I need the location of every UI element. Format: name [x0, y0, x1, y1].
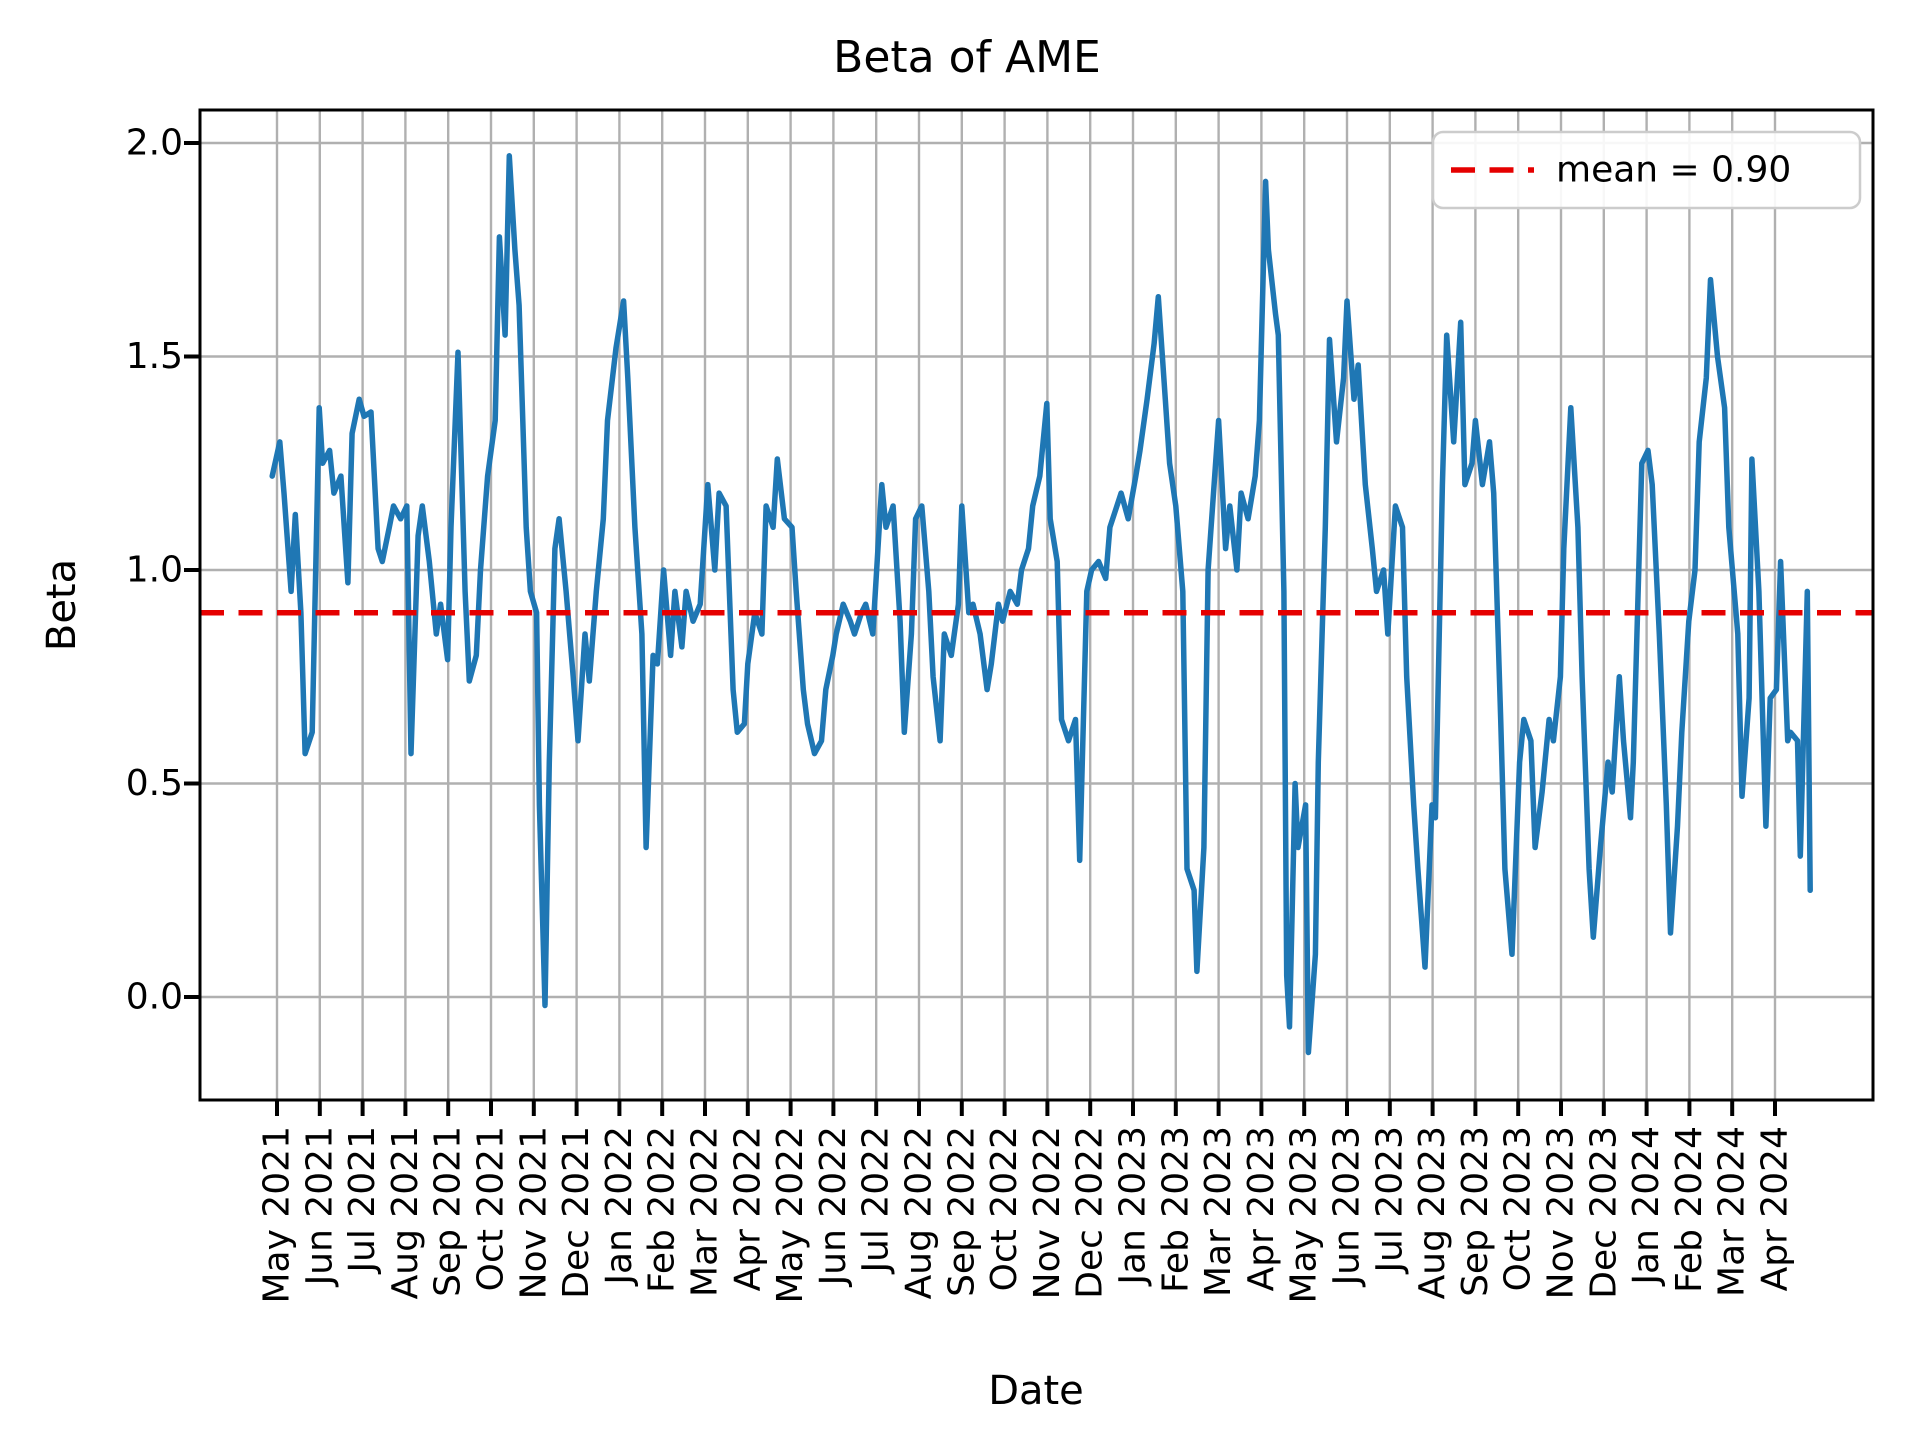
x-tick-label: Oct 2021	[471, 1126, 512, 1291]
x-tick-label: Aug 2021	[385, 1126, 426, 1299]
x-tick-label: Jan 2023	[1113, 1126, 1154, 1287]
x-tick-label: Apr 2022	[727, 1126, 768, 1291]
y-axis-label: Beta	[39, 559, 85, 651]
x-tick-label: Dec 2022	[1070, 1126, 1111, 1299]
x-tick-label: Jun 2023	[1327, 1126, 1368, 1287]
x-tick-label: Apr 2023	[1241, 1126, 1282, 1291]
x-tick-label: Oct 2022	[984, 1126, 1025, 1291]
x-tick-label: Feb 2022	[642, 1126, 683, 1293]
x-tick-label: Feb 2024	[1669, 1126, 1710, 1293]
y-tick-label: 1.5	[126, 336, 183, 377]
x-tick-label: Dec 2021	[556, 1126, 597, 1299]
x-tick-label: Mar 2022	[685, 1126, 726, 1297]
y-tick-label: 0.5	[126, 763, 183, 804]
x-tick-label: Jun 2022	[813, 1126, 854, 1287]
y-tick-label: 0.0	[126, 977, 183, 1018]
y-tick-label: 1.0	[126, 550, 183, 591]
y-tick-label: 2.0	[126, 123, 183, 164]
x-tick-label: Jul 2022	[856, 1126, 897, 1275]
x-tick-label: Aug 2022	[899, 1126, 940, 1299]
y-tick-labels: 2.0 1.5 1.0 0.5 0.0	[126, 123, 183, 1018]
x-tick-label: Feb 2023	[1155, 1126, 1196, 1293]
x-tick-label: Jul 2023	[1369, 1126, 1410, 1275]
x-tick-label: May 2021	[257, 1126, 298, 1304]
plot-border	[198, 108, 1875, 1102]
x-tick-label: Apr 2024	[1755, 1126, 1796, 1291]
x-tick-label: Aug 2023	[1412, 1126, 1453, 1299]
x-tick-label: May 2022	[770, 1126, 811, 1304]
series-layer	[200, 153, 1873, 1056]
x-tick-label: Sep 2022	[941, 1126, 982, 1297]
x-tick-label: Nov 2021	[513, 1126, 554, 1299]
x-tick-label: Mar 2023	[1198, 1126, 1239, 1297]
x-tick-label: Mar 2024	[1712, 1126, 1753, 1297]
x-tick-label: Jan 2024	[1626, 1126, 1667, 1287]
x-tick-label: Oct 2023	[1498, 1126, 1539, 1291]
legend-label: mean = 0.90	[1556, 150, 1791, 191]
x-tick-label: Nov 2022	[1027, 1126, 1068, 1299]
chart-title: Beta of AME	[833, 32, 1101, 83]
x-tick-label: Jul 2021	[342, 1126, 383, 1275]
beta-series-line	[269, 153, 1813, 1056]
x-tick-labels: May 2021 Jun 2021 Jul 2021 Aug 2021 Sep 2021…	[257, 1126, 1796, 1304]
x-axis-label: Date	[988, 1368, 1084, 1414]
x-tick-label: Nov 2023	[1541, 1126, 1582, 1299]
legend-box	[1431, 130, 1862, 210]
x-tick-label: Dec 2023	[1583, 1126, 1624, 1299]
x-tick-label: Jan 2022	[599, 1126, 640, 1287]
x-tick-label: Sep 2023	[1455, 1126, 1496, 1297]
x-tick-label: Sep 2021	[428, 1126, 469, 1297]
x-tick-label: Jun 2021	[299, 1126, 340, 1287]
legend: mean = 0.90	[1431, 130, 1862, 210]
x-tick-label: May 2023	[1284, 1126, 1325, 1304]
tick-layer	[184, 141, 1777, 1116]
